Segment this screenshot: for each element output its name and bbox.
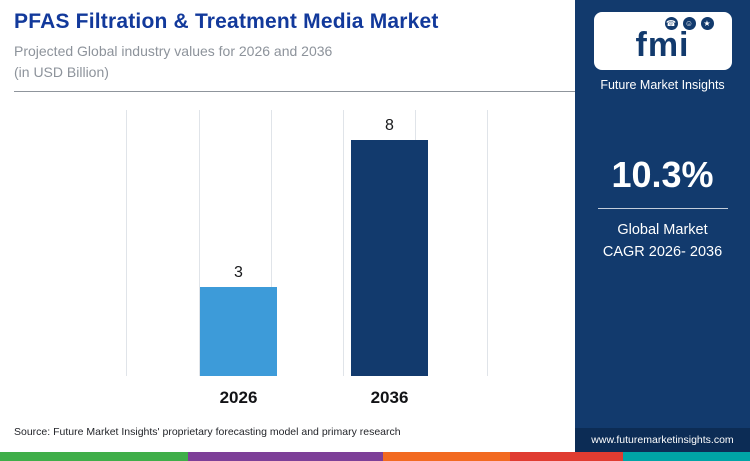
gridline <box>126 110 128 376</box>
gridline <box>270 110 272 376</box>
subtitle: Projected Global industry values for 202… <box>14 41 561 83</box>
main-panel: PFAS Filtration & Treatment Media Market… <box>0 0 575 438</box>
bars-row: 3 2026 8 2036 <box>88 110 540 410</box>
bar-category-label-2036: 2036 <box>370 388 409 407</box>
source-note: Source: Future Market Insights' propriet… <box>14 426 401 438</box>
strip-segment <box>0 452 188 461</box>
gridline <box>198 110 200 376</box>
sidebar: ☎ ☺ ★ fmi Future Market Insights 10.3% G… <box>575 0 750 452</box>
fmi-logo: ☎ ☺ ★ fmi <box>593 12 732 70</box>
person-icon: ☺ <box>682 17 696 30</box>
strip-segment <box>510 452 623 461</box>
gridline <box>342 110 344 376</box>
strip-segment <box>382 452 510 461</box>
bar-value-label-2026: 3 <box>234 264 243 281</box>
logo-wordmark: fmi <box>635 26 690 64</box>
strip-segment <box>622 452 750 461</box>
gridline <box>487 110 489 376</box>
bottom-color-strip <box>0 452 750 461</box>
website-link[interactable]: www.futuremarketinsights.com <box>575 428 750 452</box>
logo-icon-row: ☎ ☺ ★ <box>664 17 714 30</box>
bar-value-label-2036: 8 <box>385 117 394 134</box>
cagr-label-line-1: Global Market <box>617 222 708 238</box>
bar-column-2036: 8 2036 <box>351 117 428 410</box>
bar-chart: 3 2026 8 2036 <box>88 110 540 410</box>
subtitle-line-1: Projected Global industry values for 202… <box>14 43 333 59</box>
bar-rect-2036 <box>351 140 428 376</box>
page-title: PFAS Filtration & Treatment Media Market <box>14 10 439 33</box>
bar-category-label-2026: 2026 <box>219 388 258 407</box>
cagr-value: 10.3% <box>611 154 714 195</box>
strip-segment <box>187 452 383 461</box>
brand-name: Future Market Insights <box>600 78 725 92</box>
bar-column-2026: 3 2026 <box>200 264 277 410</box>
header-divider <box>14 91 575 92</box>
header: PFAS Filtration & Treatment Media Market… <box>0 0 575 92</box>
sidebar-divider <box>597 208 728 209</box>
phone-icon: ☎ <box>664 17 678 30</box>
cagr-label-line-2: CAGR 2026- 2036 <box>602 244 723 260</box>
bar-rect-2026 <box>200 287 277 376</box>
subtitle-line-2: (in USD Billion) <box>14 64 109 80</box>
cagr-label: Global Market CAGR 2026- 2036 <box>603 219 722 263</box>
megaphone-icon: ★ <box>700 17 714 30</box>
